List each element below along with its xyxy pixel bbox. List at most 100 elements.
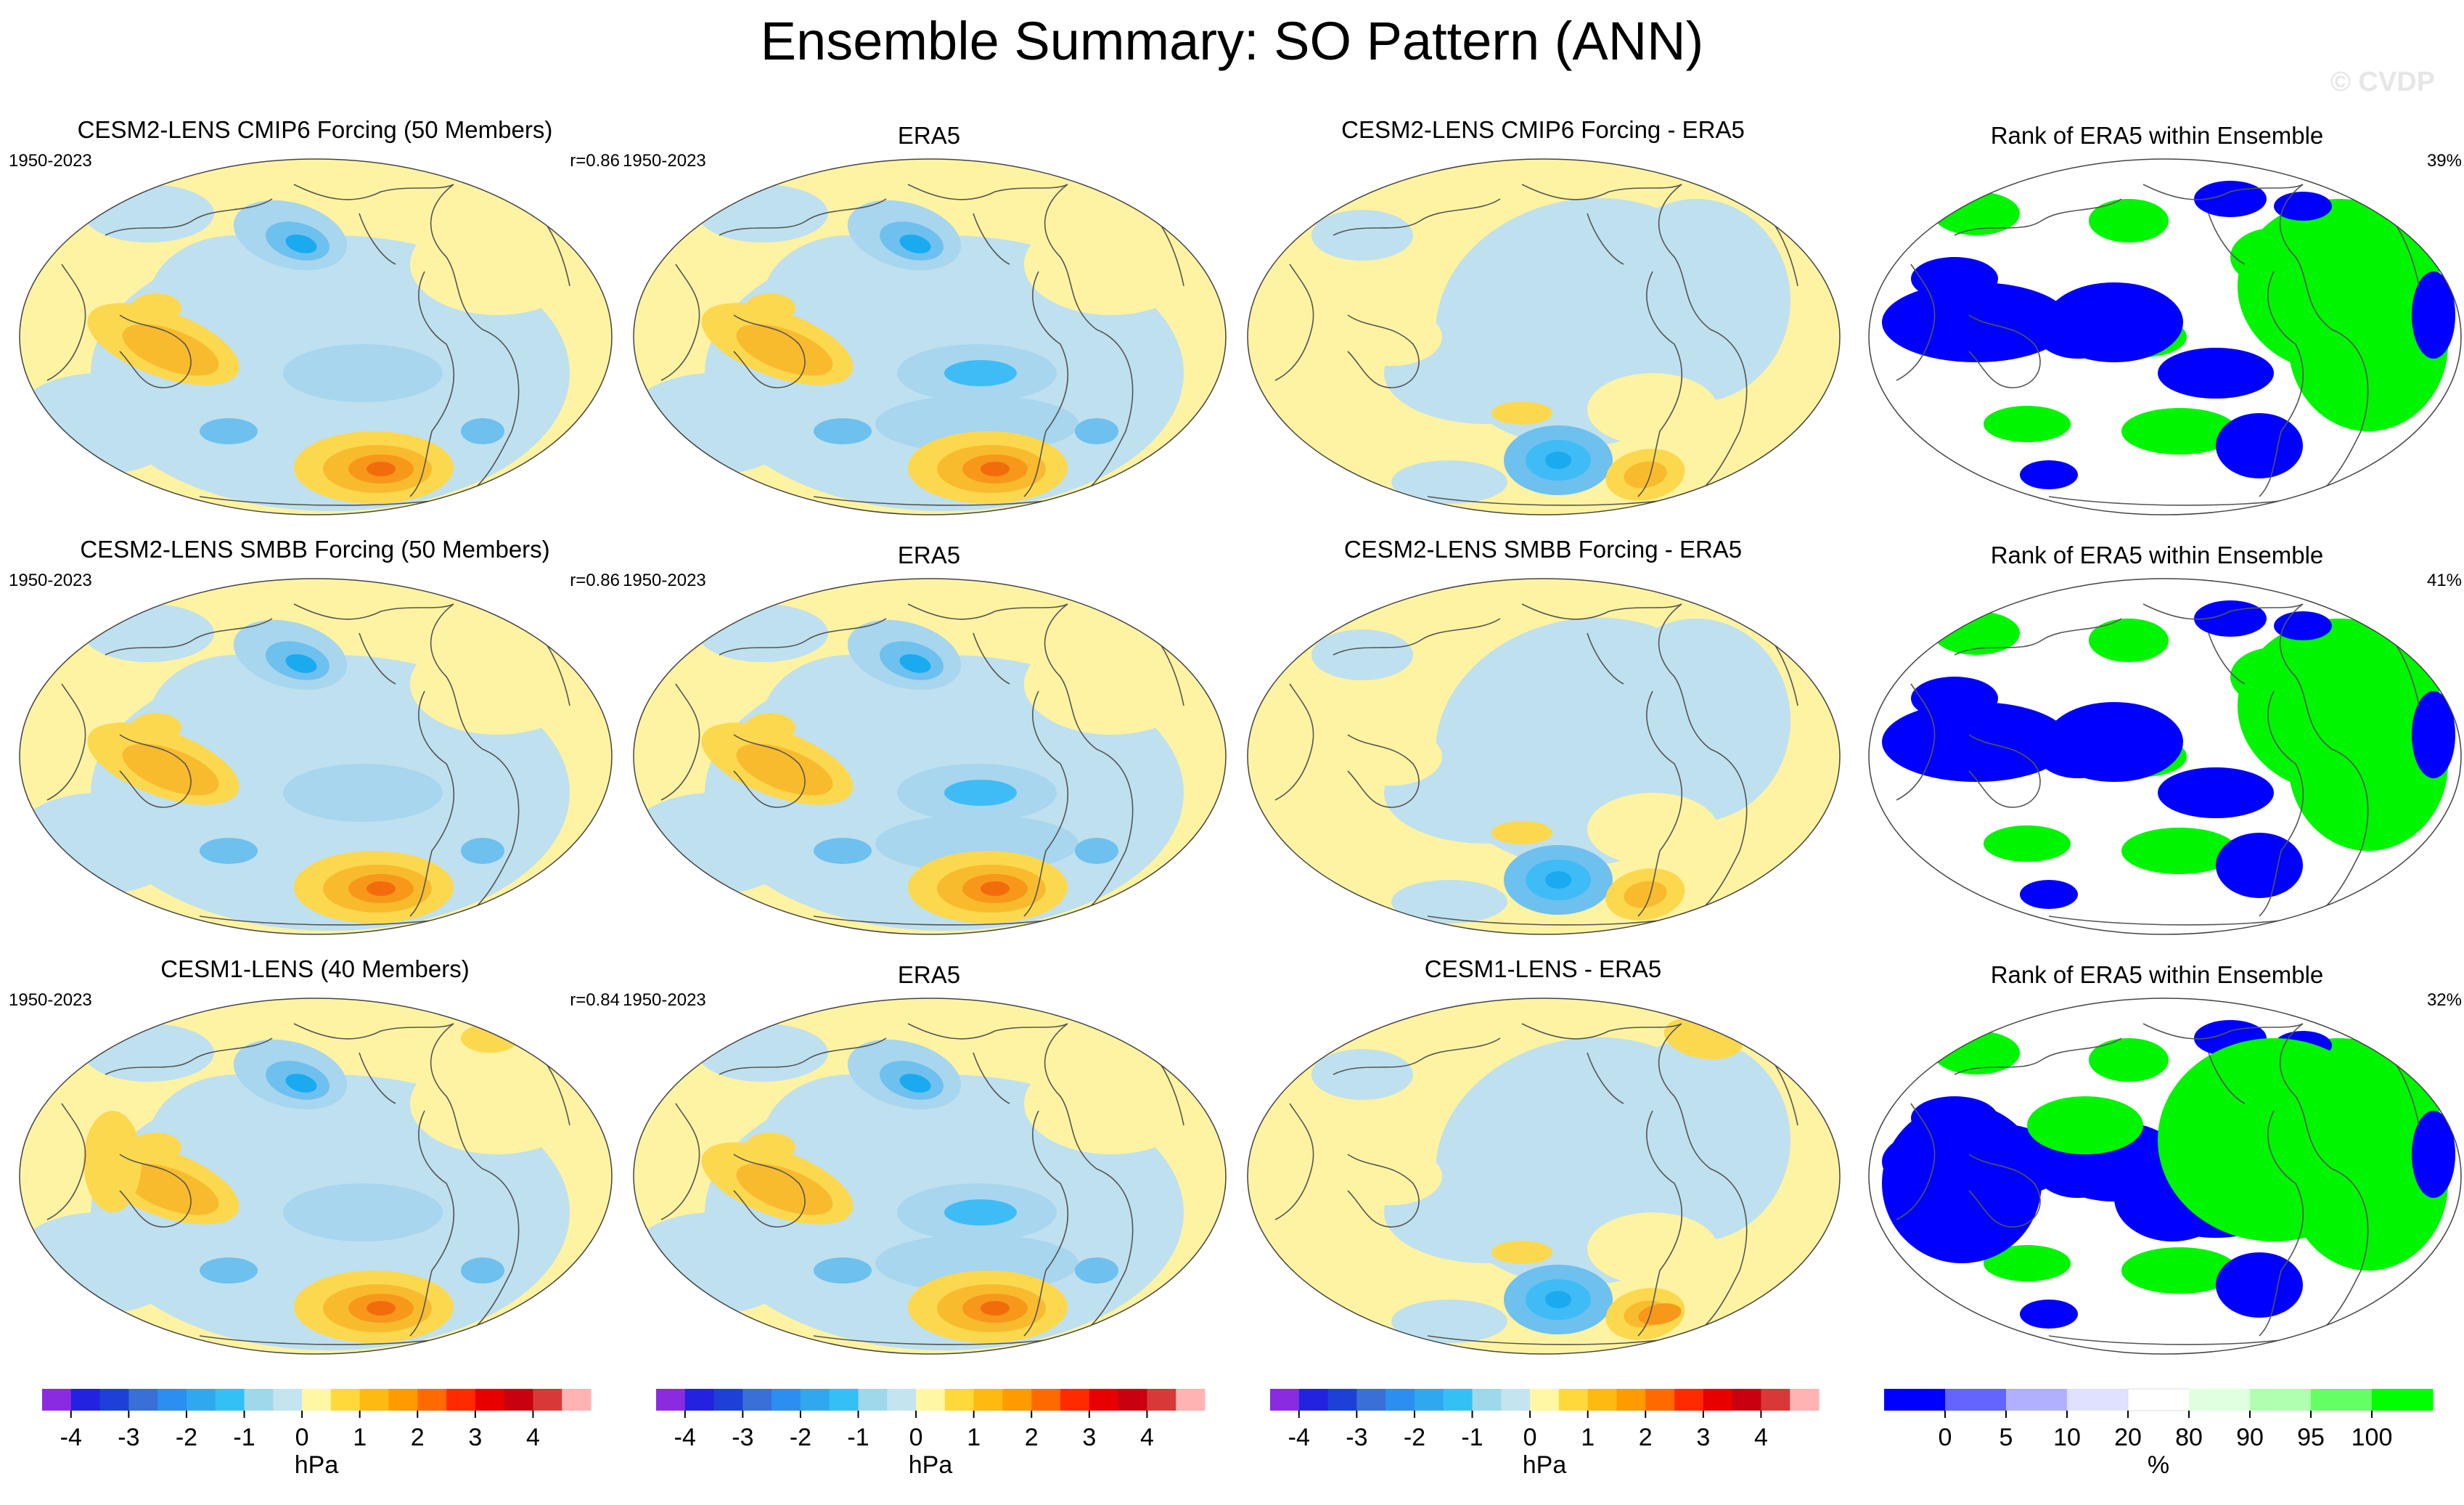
- rank-percent-label: 39%: [2426, 151, 2462, 171]
- colorbar-swatch: [887, 1389, 917, 1411]
- pressure-map: [1247, 158, 1841, 515]
- period-label: 1950-2023: [623, 990, 706, 1010]
- pressure-map: [633, 578, 1227, 935]
- rank-map: [1868, 158, 2462, 515]
- colorbar-swatch: [713, 1389, 743, 1411]
- colorbar-swatch: [1587, 1389, 1617, 1411]
- colorbar-tick-label: 90: [2236, 1424, 2264, 1451]
- colorbar-swatch: [359, 1389, 389, 1411]
- colorbar-swatch: [1414, 1389, 1444, 1411]
- rank-percent-label: 32%: [2426, 990, 2462, 1010]
- colorbar-swatch: [2067, 1389, 2129, 1411]
- colorbar-tick-label: 1: [967, 1424, 981, 1451]
- colorbar-swatch: [533, 1389, 562, 1411]
- colorbar-tick-label: 1: [353, 1424, 367, 1451]
- colorbar-swatch: [1147, 1389, 1176, 1411]
- rank-map: [1868, 998, 2462, 1355]
- colorbar-swatch: [1386, 1389, 1415, 1411]
- colorbar-swatch: [1118, 1389, 1147, 1411]
- colorbar-swatch: [186, 1389, 216, 1411]
- colorbar-swatch: [800, 1389, 830, 1411]
- colorbar-swatch: [1501, 1389, 1531, 1411]
- colorbar-tick-label: 3: [1696, 1424, 1710, 1451]
- cvdp-watermark: © CVDP: [2330, 67, 2435, 97]
- colorbar-swatch: [1176, 1389, 1206, 1411]
- colorbar-swatch: [562, 1389, 592, 1411]
- panel-obs-row2: ERA5 1950-2023: [621, 536, 1237, 935]
- colorbar-swatch: [1761, 1389, 1790, 1411]
- panel-diff-row3: CESM1-LENS - ERA5: [1235, 955, 1851, 1355]
- colorbar-units: hPa: [294, 1451, 339, 1479]
- colorbar-tick-label: 3: [468, 1424, 482, 1451]
- colorbar-tick-label: 10: [2053, 1424, 2081, 1451]
- colorbar-swatch: [1443, 1389, 1473, 1411]
- panel-title: Rank of ERA5 within Ensemble: [1990, 122, 2324, 149]
- colorbar-swatch: [273, 1389, 303, 1411]
- period-label: 1950-2023: [623, 571, 706, 590]
- panel-title: CESM1-LENS - ERA5: [1424, 955, 1662, 982]
- colorbar-swatch: [475, 1389, 505, 1411]
- colorbar-tick-label: 4: [1140, 1424, 1154, 1451]
- colorbar-swatch: [2311, 1389, 2373, 1411]
- colorbar-tick-label: -4: [1288, 1424, 1310, 1451]
- pressure-map: [19, 158, 613, 515]
- colorbar-units: hPa: [908, 1451, 953, 1479]
- colorbar-swatch: [1616, 1389, 1646, 1411]
- pressure-map: [1247, 578, 1841, 935]
- colorbar-swatch: [858, 1389, 888, 1411]
- pattern-correlation-label: r=0.86: [570, 571, 620, 590]
- colorbar-swatch: [2372, 1389, 2434, 1411]
- panel-title: CESM2-LENS SMBB Forcing - ERA5: [1343, 536, 1743, 563]
- colorbar-tick-label: 2: [411, 1424, 425, 1451]
- colorbar-tick-label: -3: [732, 1424, 753, 1451]
- period-label: 1950-2023: [623, 151, 706, 171]
- colorbar-swatch: [417, 1389, 447, 1411]
- colorbar-swatch: [70, 1389, 101, 1411]
- colorbar-tick-label: 2: [1639, 1424, 1653, 1451]
- colorbar-swatch: [742, 1389, 772, 1411]
- colorbar-swatch: [1002, 1389, 1032, 1411]
- colorbar-swatch: [302, 1389, 332, 1411]
- colorbar-tick-label: -1: [847, 1424, 869, 1451]
- rank-colorbar: 0 5 10 20 80 90 95 100%: [1884, 1388, 2434, 1505]
- panel-diff-row1: CESM2-LENS CMIP6 Forcing - ERA5: [1235, 116, 1851, 515]
- pressure-colorbar: -4 -3 -2 -1 0 1 2 3 4 hPa: [42, 1389, 592, 1505]
- rank-percent-label: 41%: [2426, 571, 2462, 590]
- panel-rank-row1: Rank of ERA5 within Ensemble 39%: [1849, 116, 2464, 515]
- panel-title: CESM2-LENS CMIP6 Forcing - ERA5: [1341, 116, 1745, 143]
- colorbar-swatch: [1270, 1389, 1300, 1411]
- colorbar-swatch: [1945, 1389, 2007, 1411]
- colorbar-swatch: [1356, 1389, 1386, 1411]
- colorbar-swatch: [2189, 1389, 2251, 1411]
- panel-ens-row2: CESM2-LENS SMBB Forcing (50 Members) 1950…: [7, 536, 623, 935]
- colorbar-swatch: [388, 1389, 418, 1411]
- panel-obs-row1: ERA5 1950-2023: [621, 116, 1237, 515]
- colorbar-tick-label: -1: [233, 1424, 255, 1451]
- colorbar-tick-label: 3: [1082, 1424, 1096, 1451]
- colorbar-swatch: [1472, 1389, 1502, 1411]
- colorbar-tick-label: -1: [1461, 1424, 1483, 1451]
- panel-title: ERA5: [897, 542, 961, 568]
- pattern-correlation-label: r=0.86: [570, 151, 620, 171]
- colorbar-tick-label: 0: [1523, 1424, 1537, 1451]
- period-label: 1950-2023: [9, 571, 92, 590]
- colorbar-swatch: [157, 1389, 187, 1411]
- panel-rank-row3: Rank of ERA5 within Ensemble 32%: [1849, 955, 2464, 1355]
- colorbar-tick-label: -3: [1346, 1424, 1367, 1451]
- colorbar-swatch: [1674, 1389, 1704, 1411]
- colorbar-swatch: [2250, 1389, 2312, 1411]
- panel-title: CESM1-LENS (40 Members): [160, 955, 470, 982]
- colorbar-units: hPa: [1522, 1451, 1567, 1479]
- colorbar-swatch: [1327, 1389, 1357, 1411]
- panel-rank-row2: Rank of ERA5 within Ensemble 41%: [1849, 536, 2464, 935]
- panel-ens-row3: CESM1-LENS (40 Members) 1950-2023 r=0.84: [7, 955, 623, 1355]
- colorbar-swatch: [1732, 1389, 1761, 1411]
- pressure-map: [1247, 998, 1841, 1355]
- colorbar-swatch: [1790, 1389, 1820, 1411]
- colorbar-swatch: [2127, 1388, 2190, 1411]
- panel-title: CESM2-LENS SMBB Forcing (50 Members): [80, 536, 550, 563]
- pressure-colorbar: -4 -3 -2 -1 0 1 2 3 4 hPa: [1270, 1389, 1820, 1505]
- rank-map: [1868, 578, 2462, 935]
- colorbar-swatch: [1884, 1389, 1946, 1411]
- colorbar-tick-label: 2: [1025, 1424, 1039, 1451]
